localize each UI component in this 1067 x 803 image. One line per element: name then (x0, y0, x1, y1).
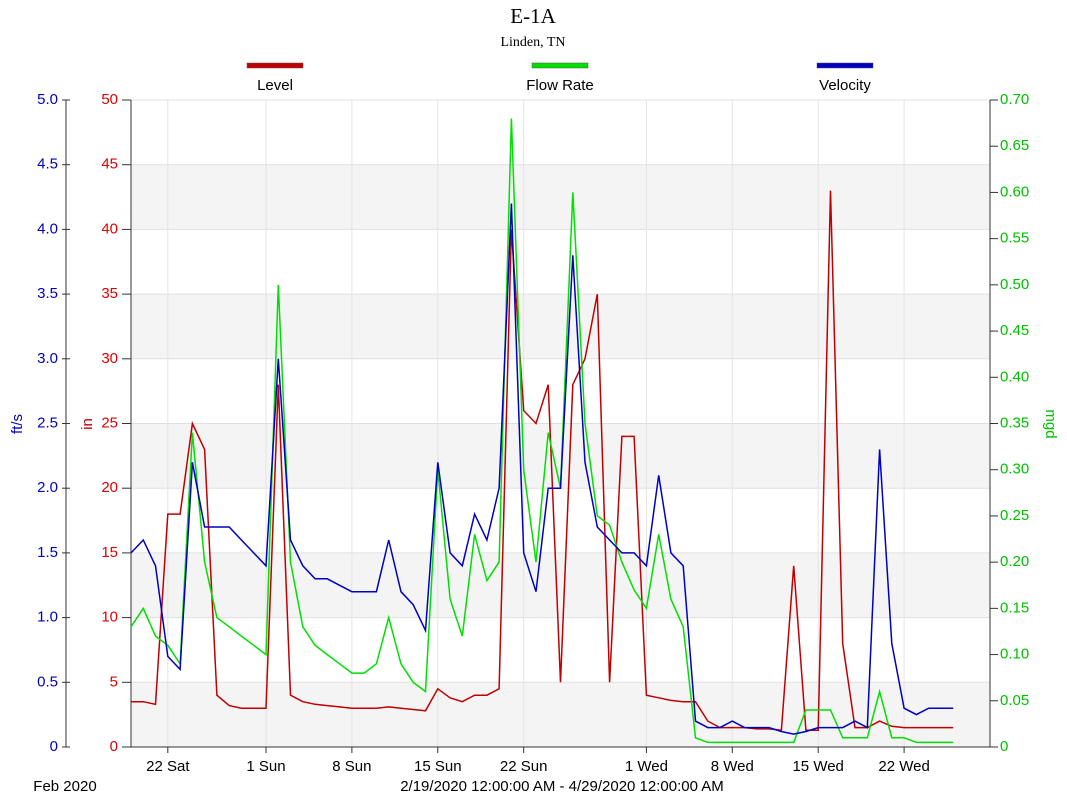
y3-tick-label: 25 (101, 414, 118, 431)
series-line (131, 190, 954, 732)
y-tick-label: 3.5 (37, 285, 58, 302)
y3-axis-label: in (79, 418, 96, 430)
chart-title: E-1A (510, 4, 556, 28)
x-month-label: Feb 2020 (33, 778, 96, 795)
y3-tick-label: 40 (101, 220, 118, 237)
y-tick-label: 0 (50, 738, 58, 755)
y2-tick-label: 0.30 (1000, 461, 1029, 478)
y2-tick-label: 0.55 (1000, 230, 1029, 247)
y2-tick-label: 0.15 (1000, 599, 1029, 616)
y-tick-label: 3.0 (37, 350, 58, 367)
y-tick-label: 4.5 (37, 156, 58, 173)
grid-band (131, 294, 990, 359)
y2-tick-label: 0.60 (1000, 183, 1029, 200)
grid-band (131, 682, 990, 747)
y2-tick-label: 0.20 (1000, 553, 1029, 570)
y3-tick-label: 10 (101, 609, 118, 626)
x-range-label: 2/19/2020 12:00:00 AM - 4/29/2020 12:00:… (400, 778, 724, 795)
y-tick-label: 2.5 (37, 414, 58, 431)
y2-tick-label: 0.10 (1000, 646, 1029, 663)
y2-axis-label: mgd (1042, 409, 1059, 438)
y2-tick-label: 0 (1000, 738, 1008, 755)
legend-label: Level (257, 77, 293, 94)
y3-tick-label: 15 (101, 544, 118, 561)
legend-swatch (816, 62, 874, 69)
legend-label: Flow Rate (526, 77, 594, 94)
y3-tick-label: 50 (101, 91, 118, 108)
y2-tick-label: 0.45 (1000, 322, 1029, 339)
series-line (130, 118, 954, 744)
grid-band (131, 164, 990, 230)
y2-tick-label: 0.40 (1000, 368, 1029, 385)
chart-subtitle: Linden, TN (500, 35, 565, 50)
legend-swatch (531, 62, 589, 69)
y2-tick-label: 0.05 (1000, 692, 1029, 709)
x-tick-label: 15 Wed (792, 758, 843, 775)
legend-label: Velocity (819, 77, 871, 94)
x-tick-label: 8 Wed (711, 758, 754, 775)
x-tick-label: 8 Sun (332, 758, 371, 775)
x-tick-label: 22 Sun (500, 758, 548, 775)
y3-tick-label: 45 (101, 156, 118, 173)
grid-band (131, 552, 990, 618)
y3-tick-label: 30 (101, 350, 118, 367)
y3-tick-label: 5 (110, 673, 118, 690)
series-line (130, 203, 954, 735)
y2-tick-label: 0.25 (1000, 507, 1029, 524)
y-tick-label: 2.0 (37, 479, 58, 496)
x-tick-label: 22 Wed (878, 758, 929, 775)
x-tick-label: 15 Sun (414, 758, 462, 775)
x-tick-label: 1 Sun (246, 758, 285, 775)
x-tick-label: 1 Wed (625, 758, 668, 775)
y-tick-label: 1.5 (37, 544, 58, 561)
y2-tick-label: 0.70 (1000, 91, 1029, 108)
y-tick-label: 4.0 (37, 220, 58, 237)
y-axis-label: ft/s (9, 414, 26, 434)
y3-tick-label: 35 (101, 285, 118, 302)
y-tick-label: 1.0 (37, 609, 58, 626)
y2-tick-label: 0.65 (1000, 137, 1029, 154)
y-tick-label: 0.5 (37, 673, 58, 690)
y2-tick-label: 0.50 (1000, 276, 1029, 293)
y3-tick-label: 20 (101, 479, 118, 496)
y3-tick-label: 0 (110, 738, 118, 755)
x-tick-label: 22 Sat (146, 758, 190, 775)
legend-swatch (246, 62, 304, 69)
y-tick-label: 5.0 (37, 91, 58, 108)
y2-tick-label: 0.35 (1000, 414, 1029, 431)
